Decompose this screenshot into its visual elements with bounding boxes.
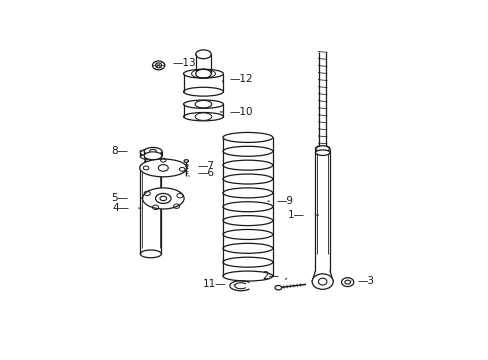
Ellipse shape [140,149,161,157]
Ellipse shape [140,159,186,177]
Text: —10: —10 [229,107,252,117]
Ellipse shape [315,150,329,156]
Ellipse shape [144,154,157,159]
Ellipse shape [183,112,223,121]
Text: 2—: 2— [262,271,279,281]
Ellipse shape [183,160,188,162]
Ellipse shape [140,163,161,170]
Ellipse shape [144,159,157,165]
Ellipse shape [152,61,164,70]
Ellipse shape [144,164,157,169]
Text: —6: —6 [198,168,215,178]
Ellipse shape [311,274,332,289]
Ellipse shape [183,87,223,96]
Ellipse shape [144,157,157,162]
Ellipse shape [341,278,353,287]
Text: 4—: 4— [112,203,129,213]
Ellipse shape [144,152,162,159]
Ellipse shape [144,148,162,155]
Ellipse shape [140,250,161,258]
Ellipse shape [195,69,211,78]
Ellipse shape [195,113,211,120]
Ellipse shape [142,188,183,209]
Text: —12: —12 [229,74,252,84]
Ellipse shape [274,285,281,290]
Text: —9: —9 [276,196,293,206]
Text: 8—: 8— [111,146,127,156]
Text: 5—: 5— [111,193,128,203]
Text: —13: —13 [173,58,196,68]
Ellipse shape [144,161,157,167]
Text: 11—: 11— [202,279,225,289]
Text: 1—: 1— [287,210,304,220]
Text: —7: —7 [197,161,214,171]
Ellipse shape [140,154,161,159]
Text: —3: —3 [357,276,374,286]
